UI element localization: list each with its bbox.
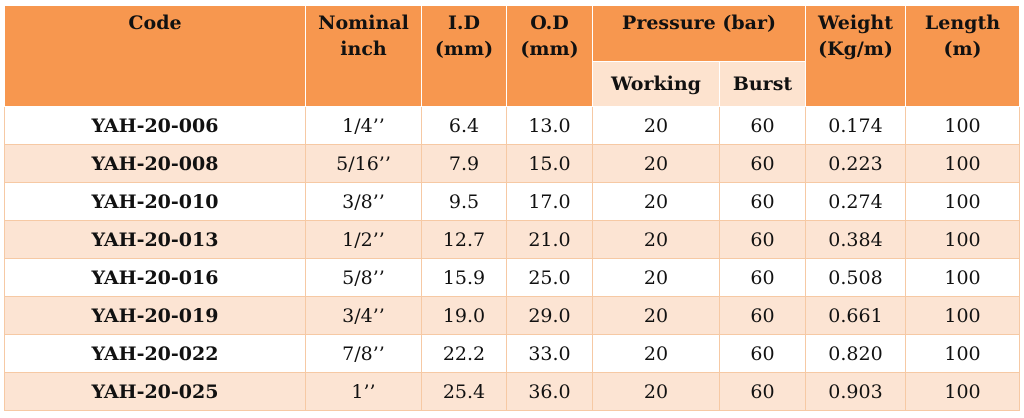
header-length-line2: (m)	[943, 38, 982, 60]
cell-weight: 0.508	[805, 258, 906, 297]
cell-working: 20	[592, 220, 720, 259]
table-header: Code Nominal inch I.D (mm) O.D (mm) Pressur…	[4, 5, 1020, 107]
header-nominal-line1: Nominal	[318, 12, 409, 34]
table-row: YAH-20-013 1/2’’ 12.7 21.0 20 60 0.384 1…	[4, 220, 1020, 259]
cell-nominal: 3/4’’	[305, 296, 422, 335]
cell-length: 100	[905, 182, 1020, 221]
cell-nominal: 5/8’’	[305, 258, 422, 297]
header-weight-line1: Weight	[818, 12, 893, 34]
cell-code: YAH-20-025	[4, 372, 306, 411]
header-length-line1: Length	[924, 12, 1001, 34]
cell-weight: 0.223	[805, 144, 906, 183]
cell-id: 22.2	[421, 334, 507, 373]
cell-od: 15.0	[506, 144, 593, 183]
header-nominal-line2: inch	[340, 38, 387, 60]
table-row: YAH-20-008 5/16’’ 7.9 15.0 20 60 0.223 1…	[4, 144, 1020, 183]
header-length: Length (m)	[905, 5, 1020, 107]
cell-od: 25.0	[506, 258, 593, 297]
cell-od: 33.0	[506, 334, 593, 373]
cell-weight: 0.903	[805, 372, 906, 411]
cell-code: YAH-20-019	[4, 296, 306, 335]
cell-burst: 60	[719, 258, 806, 297]
header-id-line2: (mm)	[434, 38, 494, 60]
cell-nominal: 3/8’’	[305, 182, 422, 221]
header-burst-label: Burst	[732, 73, 793, 95]
cell-code: YAH-20-013	[4, 220, 306, 259]
cell-weight: 0.174	[805, 106, 906, 145]
table-row: YAH-20-019 3/4’’ 19.0 29.0 20 60 0.661 1…	[4, 296, 1020, 335]
header-pressure-label: Pressure (bar)	[622, 12, 776, 34]
header-nominal: Nominal inch	[305, 5, 422, 107]
cell-nominal: 7/8’’	[305, 334, 422, 373]
cell-od: 36.0	[506, 372, 593, 411]
cell-nominal: 1/4’’	[305, 106, 422, 145]
header-od: O.D (mm)	[506, 5, 593, 107]
cell-length: 100	[905, 296, 1020, 335]
cell-od: 29.0	[506, 296, 593, 335]
cell-burst: 60	[719, 144, 806, 183]
table-row: YAH-20-006 1/4’’ 6.4 13.0 20 60 0.174 10…	[4, 106, 1020, 145]
cell-id: 15.9	[421, 258, 507, 297]
cell-burst: 60	[719, 106, 806, 145]
cell-code: YAH-20-006	[4, 106, 306, 145]
cell-working: 20	[592, 334, 720, 373]
table-row: YAH-20-022 7/8’’ 22.2 33.0 20 60 0.820 1…	[4, 334, 1020, 373]
cell-weight: 0.274	[805, 182, 906, 221]
header-code: Code	[4, 5, 306, 107]
header-id: I.D (mm)	[421, 5, 507, 107]
cell-burst: 60	[719, 182, 806, 221]
cell-burst: 60	[719, 372, 806, 411]
hose-spec-table: Code Nominal inch I.D (mm) O.D (mm) Pressur…	[4, 5, 1020, 411]
cell-id: 7.9	[421, 144, 507, 183]
cell-id: 6.4	[421, 106, 507, 145]
cell-working: 20	[592, 182, 720, 221]
cell-od: 17.0	[506, 182, 593, 221]
cell-working: 20	[592, 144, 720, 183]
header-od-line1: O.D	[530, 12, 569, 34]
header-pressure: Pressure (bar)	[592, 5, 806, 62]
cell-code: YAH-20-022	[4, 334, 306, 373]
cell-working: 20	[592, 258, 720, 297]
cell-id: 9.5	[421, 182, 507, 221]
cell-nominal: 5/16’’	[305, 144, 422, 183]
cell-weight: 0.820	[805, 334, 906, 373]
table-row: YAH-20-025 1’’ 25.4 36.0 20 60 0.903 100	[4, 372, 1020, 411]
header-id-line1: I.D	[448, 12, 480, 34]
cell-length: 100	[905, 144, 1020, 183]
cell-code: YAH-20-008	[4, 144, 306, 183]
header-weight: Weight (Kg/m)	[805, 5, 906, 107]
spec-table-container: Code Nominal inch I.D (mm) O.D (mm) Pressur…	[4, 5, 1020, 411]
header-od-line2: (mm)	[520, 38, 579, 60]
cell-length: 100	[905, 372, 1020, 411]
cell-length: 100	[905, 220, 1020, 259]
cell-weight: 0.661	[805, 296, 906, 335]
cell-length: 100	[905, 106, 1020, 145]
cell-working: 20	[592, 372, 720, 411]
cell-nominal: 1’’	[305, 372, 422, 411]
cell-burst: 60	[719, 334, 806, 373]
header-code-label: Code	[128, 12, 182, 34]
cell-code: YAH-20-010	[4, 182, 306, 221]
cell-id: 12.7	[421, 220, 507, 259]
cell-working: 20	[592, 106, 720, 145]
header-working: Working	[592, 61, 720, 107]
cell-nominal: 1/2’’	[305, 220, 422, 259]
cell-od: 13.0	[506, 106, 593, 145]
table-row: YAH-20-016 5/8’’ 15.9 25.0 20 60 0.508 1…	[4, 258, 1020, 297]
header-working-label: Working	[611, 73, 701, 95]
cell-id: 19.0	[421, 296, 507, 335]
cell-working: 20	[592, 296, 720, 335]
cell-length: 100	[905, 334, 1020, 373]
cell-burst: 60	[719, 296, 806, 335]
header-weight-line2: (Kg/m)	[818, 38, 893, 60]
cell-od: 21.0	[506, 220, 593, 259]
cell-code: YAH-20-016	[4, 258, 306, 297]
table-row: YAH-20-010 3/8’’ 9.5 17.0 20 60 0.274 10…	[4, 182, 1020, 221]
cell-length: 100	[905, 258, 1020, 297]
table-body: YAH-20-006 1/4’’ 6.4 13.0 20 60 0.174 10…	[4, 106, 1020, 411]
cell-id: 25.4	[421, 372, 507, 411]
cell-weight: 0.384	[805, 220, 906, 259]
header-burst: Burst	[719, 61, 806, 107]
cell-burst: 60	[719, 220, 806, 259]
